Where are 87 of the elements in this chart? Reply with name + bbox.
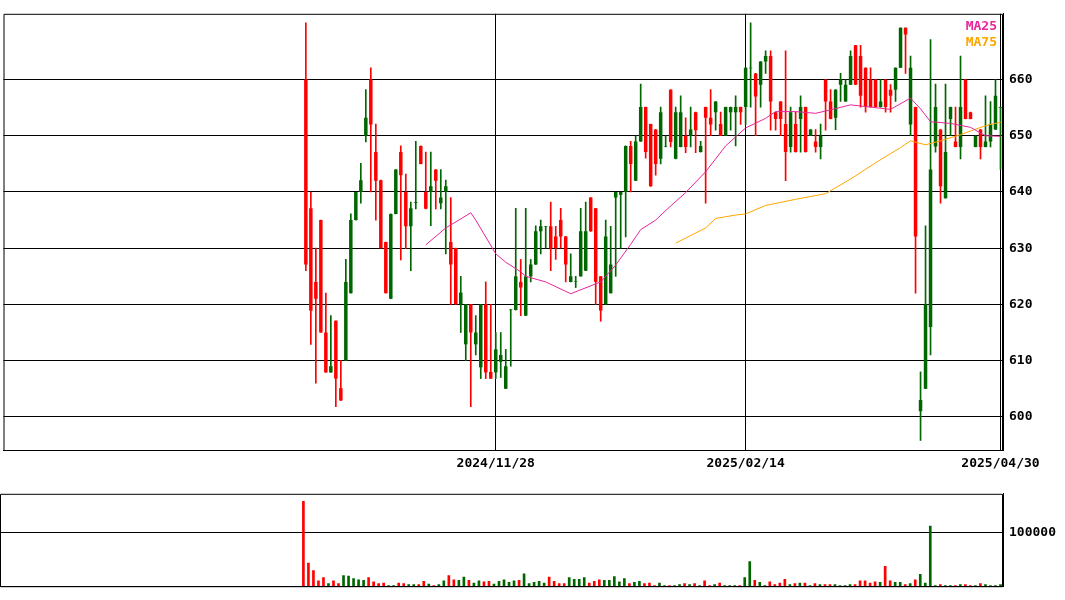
bar [322,577,325,587]
x-tick-label: 2025/02/14 [706,455,785,471]
bar [377,583,380,587]
bar [693,583,696,587]
candlestick [459,275,463,333]
bar [357,579,360,587]
candlestick [414,141,418,210]
bar [607,579,611,587]
bar [327,583,330,587]
bar [753,579,757,587]
bar [768,581,772,587]
bar [908,583,912,587]
bar [683,583,686,587]
bar [638,581,641,587]
candlestick [573,275,578,288]
bar [613,576,616,587]
bar [597,579,601,587]
bar [928,525,932,587]
bar [347,575,350,587]
bar [643,583,646,587]
x-tick-label: 2025/04/30 [961,455,1040,471]
bar [703,580,706,587]
bar [402,583,406,587]
candlestick [568,253,573,283]
bar [582,577,586,587]
bar [628,583,631,587]
candlestick [399,145,403,261]
bar [442,580,446,587]
bar [623,578,626,587]
y-tick-label: 630 [1009,239,1033,255]
bar [557,583,561,587]
text: MA75 [965,33,997,49]
bar [337,583,340,587]
bar [562,583,566,587]
bar [743,577,747,587]
bar [592,581,596,587]
bar [422,581,426,587]
bar [312,570,315,587]
bar [397,582,401,587]
bar [342,575,345,587]
bar [648,582,651,587]
y-tick-label: 640 [1009,183,1033,199]
bar [572,578,576,587]
candlestick [429,151,433,227]
y-tick-label: 600 [1009,408,1033,424]
candlestick [518,259,523,316]
bar [913,579,917,587]
bar [367,577,370,587]
bar [758,582,762,587]
bar [718,582,721,587]
candlestick [613,191,618,277]
bar [307,562,310,587]
bar [923,582,927,587]
x-tick-label: 2024/11/28 [456,455,536,471]
bar [567,577,571,587]
bar [352,578,355,587]
bar [427,583,431,587]
bar [658,582,661,587]
bar [372,581,375,587]
y-tick-label: 610 [1009,352,1033,367]
bar [918,574,922,587]
candlestick [618,191,623,249]
bar [602,579,606,587]
bar [587,582,591,587]
bar [893,582,897,587]
bar [317,580,320,587]
bar [979,583,982,587]
candlestick [543,225,548,249]
bar [577,578,581,587]
y-tick-label: 100000 [1009,523,1057,539]
y-tick-label: 620 [1009,295,1033,311]
y-tick-label: 650 [1009,127,1033,143]
candlestick [444,179,448,255]
bar [898,582,902,587]
bar [618,581,621,587]
bar [633,582,636,587]
candlestick [329,315,333,373]
bar [332,580,335,587]
bar [748,561,752,587]
candlestick [489,304,493,379]
candlestick [509,309,513,367]
y-tick-label: 660 [1009,70,1033,86]
bar [302,500,305,587]
bar [382,582,385,587]
candlestick [439,169,443,210]
bar [362,579,365,587]
text: MA25 [965,17,997,33]
